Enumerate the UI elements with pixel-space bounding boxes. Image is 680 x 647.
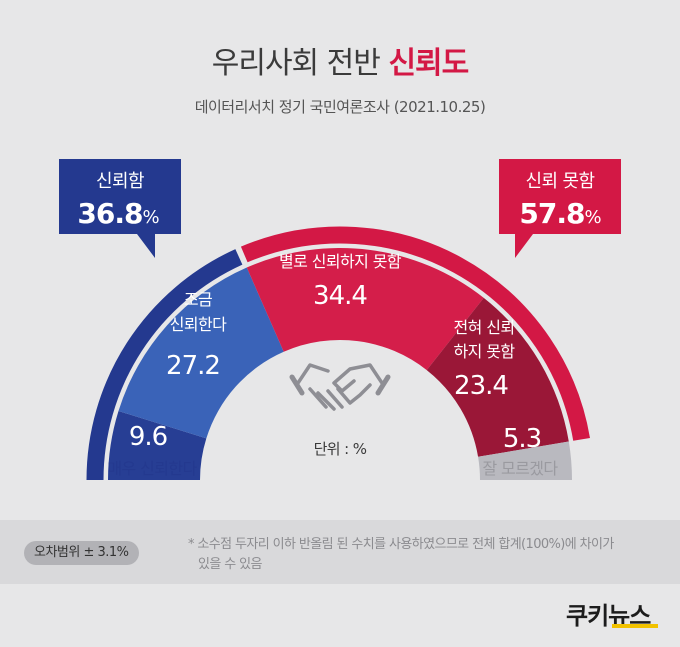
footnote: * 소수점 두자리 이하 반올림 된 수치를 사용하였으므로 전체 합계(100… xyxy=(188,535,658,575)
callout-trust-label: 신뢰함 xyxy=(96,171,144,192)
segment-label-no-trust: 전혀 신뢰 하지 못함 xyxy=(454,318,516,361)
outer-arc-distrust xyxy=(240,226,590,441)
segment-somewhat-trust xyxy=(118,267,284,439)
segment-value-no-trust: 23.4 xyxy=(454,371,508,401)
segment-label-very-trust: 매우 신뢰한다 xyxy=(107,459,197,478)
segment-value-dont-know: 5.3 xyxy=(503,424,541,454)
segment-dont-know xyxy=(478,441,572,480)
segment-value-not-much-trust: 34.4 xyxy=(313,281,367,311)
segment-value-somewhat-trust: 27.2 xyxy=(166,351,220,381)
callout-distrust-label: 신뢰 못함 xyxy=(526,171,595,192)
segment-no-trust xyxy=(426,297,569,457)
footnote-line-2: 있을 수 있음 xyxy=(198,557,262,572)
margin-of-error-badge: 오차범위 ± 3.1% xyxy=(24,541,139,565)
outer-arc-trust xyxy=(86,249,243,481)
kukinews-logo-accent xyxy=(612,624,658,628)
page-title: 우리사회 전반 신뢰도 xyxy=(211,46,469,81)
unit-label: 단위 : % xyxy=(314,440,367,458)
segment-very-trust xyxy=(108,411,207,480)
segment-not-much-trust xyxy=(246,248,484,371)
callout-trust: 신뢰함 36.8% xyxy=(59,159,181,258)
segment-label-not-much-trust: 별로 신뢰하지 못함 xyxy=(279,252,402,271)
callout-distrust: 신뢰 못함 57.8% xyxy=(499,159,621,258)
callout-trust-value: 36.8% xyxy=(77,197,159,230)
handshake-icon xyxy=(289,363,391,411)
callout-distrust-box xyxy=(499,159,621,258)
segment-label-dont-know: 잘 모르겠다 xyxy=(482,459,558,478)
segment-value-very-trust: 9.6 xyxy=(129,422,167,452)
page-subtitle: 데이터리서치 정기 국민여론조사 (2021.10.25) xyxy=(194,98,486,116)
segment-label-somewhat-trust: 조금 신뢰한다 xyxy=(170,290,227,334)
footnote-line-1: * 소수점 두자리 이하 반올림 된 수치를 사용하였으므로 전체 합계(100… xyxy=(188,537,614,552)
callout-trust-box xyxy=(59,159,181,258)
callout-distrust-value: 57.8% xyxy=(519,197,601,230)
